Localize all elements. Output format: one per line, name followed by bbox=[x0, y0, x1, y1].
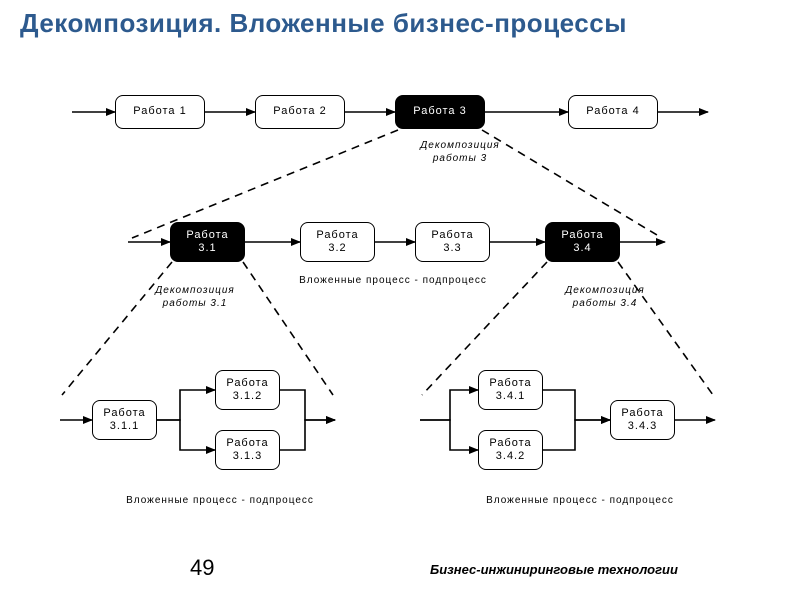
node-r32: Работа3.2 bbox=[300, 222, 375, 262]
node-r343: Работа3.4.3 bbox=[610, 400, 675, 440]
node-r341: Работа3.4.1 bbox=[478, 370, 543, 410]
caption-decomp-34: Декомпозицияработы 3.4 bbox=[535, 285, 675, 310]
caption-decomp-31: Декомпозицияработы 3.1 bbox=[125, 285, 265, 310]
footer-text: Бизнес-инжиниринговые технологии bbox=[430, 562, 678, 577]
connectors-overlay bbox=[0, 0, 800, 600]
node-r33: Работа3.3 bbox=[415, 222, 490, 262]
caption-subproc-left: Вложенные процесс - подпроцесс bbox=[90, 495, 350, 508]
node-r2: Работа 2 bbox=[255, 95, 345, 129]
node-r311: Работа3.1.1 bbox=[92, 400, 157, 440]
node-r31: Работа3.1 bbox=[170, 222, 245, 262]
page-title: Декомпозиция. Вложенные бизнес-процессы bbox=[20, 8, 780, 39]
slide-number: 49 bbox=[190, 555, 214, 581]
caption-decomp-3: Декомпозицияработы 3 bbox=[395, 140, 525, 165]
node-r4: Работа 4 bbox=[568, 95, 658, 129]
caption-subproc-right: Вложенные процесс - подпроцесс bbox=[450, 495, 710, 508]
node-r313: Работа3.1.3 bbox=[215, 430, 280, 470]
node-r34: Работа3.4 bbox=[545, 222, 620, 262]
caption-subproc-mid: Вложенные процесс - подпроцесс bbox=[278, 275, 508, 288]
node-r312: Работа3.1.2 bbox=[215, 370, 280, 410]
node-r1: Работа 1 bbox=[115, 95, 205, 129]
node-r342: Работа3.4.2 bbox=[478, 430, 543, 470]
node-r3: Работа 3 bbox=[395, 95, 485, 129]
